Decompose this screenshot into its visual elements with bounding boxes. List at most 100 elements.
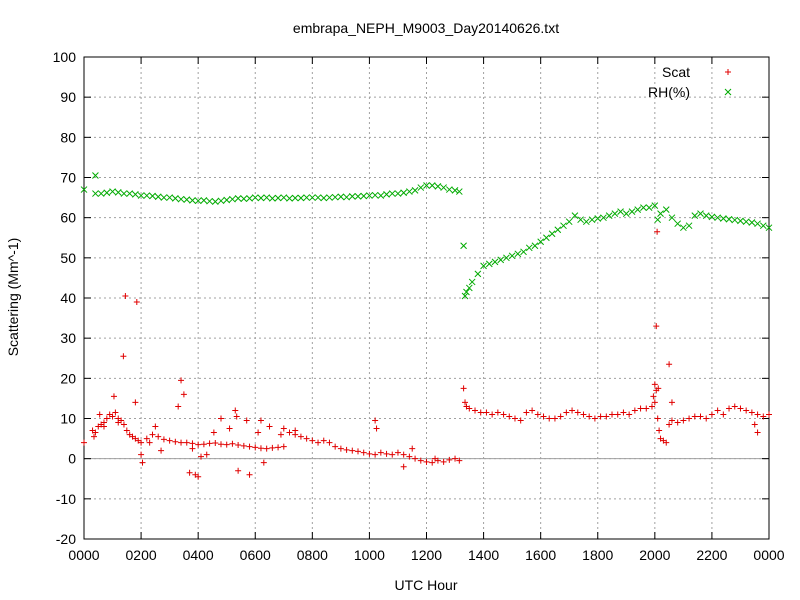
scat-point [760, 413, 767, 420]
rh-point [92, 172, 99, 179]
rh-point [537, 238, 545, 246]
scat-point [186, 469, 193, 476]
scat-point [212, 440, 219, 447]
scat-point [277, 431, 284, 438]
scat-point [500, 411, 507, 418]
data-points [80, 172, 773, 480]
scat-point [146, 439, 153, 446]
rh-point [674, 220, 682, 228]
scat-point [226, 425, 233, 432]
scat-point [206, 440, 213, 447]
rh-point [166, 194, 173, 201]
rh-point [251, 194, 259, 201]
rh-point [577, 216, 584, 224]
scat-point [432, 455, 439, 462]
scat-point [139, 459, 146, 466]
scat-point [674, 419, 681, 426]
scat-point [680, 417, 687, 424]
scat-point [120, 421, 127, 428]
scat-point [210, 429, 217, 436]
rh-point [343, 193, 350, 201]
scat-point [372, 417, 379, 424]
rh-point [503, 254, 510, 262]
scat-point [460, 385, 467, 392]
rh-point [103, 189, 111, 197]
rh-point [308, 194, 316, 201]
scat-point [360, 449, 367, 456]
scat-point [138, 439, 145, 446]
scat-point [483, 409, 490, 416]
scat-point [569, 407, 576, 414]
scat-point [138, 451, 145, 458]
rh-point [97, 190, 105, 197]
scat-point [637, 405, 644, 412]
scat-point [263, 445, 270, 452]
scat-point [417, 457, 424, 464]
rh-point [759, 222, 767, 230]
scat-point [178, 439, 185, 446]
scat-point [195, 473, 202, 480]
scat-point [586, 413, 593, 420]
rh-point [377, 192, 385, 199]
rh-point [605, 212, 613, 220]
rh-point [714, 214, 721, 222]
scat-point [666, 361, 673, 368]
scat-point [551, 415, 558, 422]
x-tick-label: 0800 [297, 547, 328, 563]
scat-point [96, 411, 103, 418]
rh-point [114, 189, 122, 196]
x-tick-label: 1000 [354, 547, 385, 563]
rh-point [543, 234, 550, 242]
axes: -20 -10 0 10 20 30 40 50 60 70 80 90 100 0000 0200 0400… [53, 49, 785, 563]
scat-point [235, 442, 242, 449]
scat-point [343, 446, 350, 453]
rh-point [600, 214, 607, 222]
rh-point [297, 194, 305, 202]
scat-point [233, 413, 240, 420]
scat-point [123, 427, 130, 434]
y-tick-label: 10 [60, 411, 76, 427]
rh-point [554, 226, 562, 234]
rh-point [149, 192, 156, 200]
scat-point [626, 411, 633, 418]
rh-point [126, 190, 134, 197]
y-tick-label: 70 [60, 170, 76, 186]
rh-point [383, 191, 390, 198]
rh-point [628, 208, 636, 215]
rh-point [137, 192, 145, 199]
scat-point [90, 433, 97, 440]
rh-point [257, 194, 265, 202]
scat-point [183, 439, 190, 446]
scat-point [609, 411, 616, 418]
y-tick-label: 100 [53, 49, 77, 65]
rh-point [428, 182, 436, 189]
scat-point [686, 415, 693, 422]
scat-point [751, 421, 758, 428]
scat-point [218, 415, 224, 422]
scat-point [235, 467, 242, 474]
rh-point [474, 270, 482, 278]
scat-point [232, 407, 239, 414]
rh-point [468, 278, 476, 286]
scat-point [152, 423, 159, 430]
rh-point [531, 242, 539, 250]
legend-label-scat: Scat [662, 64, 690, 80]
scat-point [394, 449, 401, 456]
scat-point [292, 427, 299, 434]
rh-point [240, 195, 248, 203]
rh-point [417, 184, 425, 191]
x-tick-label: 1400 [468, 547, 499, 563]
rh-point [154, 193, 162, 201]
rh-point [654, 216, 662, 224]
rh-point [388, 190, 396, 197]
rh-point [754, 220, 761, 228]
scat-point [81, 439, 87, 446]
rh-point [657, 210, 664, 218]
x-tick-label: 2200 [696, 547, 727, 563]
rh-point [291, 194, 299, 202]
scat-point [650, 393, 657, 400]
rh-point [465, 284, 473, 292]
scat-point [315, 439, 322, 446]
scat-point [714, 407, 721, 414]
scat-point [603, 413, 610, 420]
